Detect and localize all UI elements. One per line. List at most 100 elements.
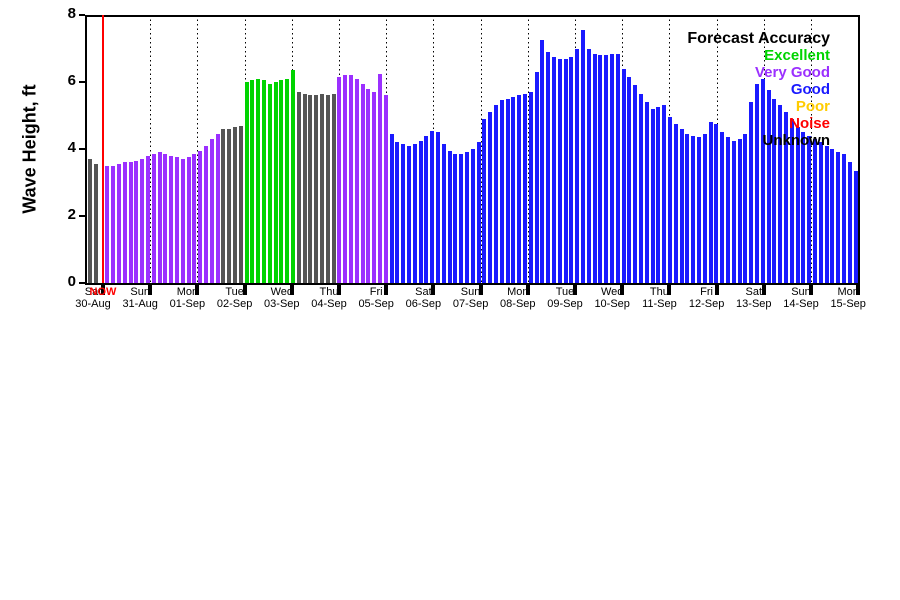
wave-bar <box>163 154 168 283</box>
wave-bar <box>169 155 174 283</box>
grid-line <box>527 15 529 283</box>
wave-bar <box>459 154 464 283</box>
wave-bar <box>673 123 678 283</box>
wave-bar <box>598 55 603 283</box>
x-tick <box>384 285 389 295</box>
wave-bar <box>824 145 829 283</box>
wave-bar <box>192 154 197 283</box>
wave-bar <box>644 102 649 283</box>
x-day-label: Tue <box>555 286 575 298</box>
wave-bar <box>627 76 632 283</box>
axis-line <box>85 283 860 285</box>
wave-bar <box>697 137 701 283</box>
wave-bar <box>325 95 330 283</box>
x-tick <box>242 285 247 295</box>
x-day-label: Thu <box>649 286 669 298</box>
wave-bar <box>563 58 568 283</box>
wave-bar <box>366 88 371 283</box>
x-tick <box>667 285 672 295</box>
grid-line <box>811 15 812 283</box>
wave-bar <box>407 145 411 283</box>
wave-bar <box>453 154 458 283</box>
wave-bar <box>146 155 150 283</box>
x-day-label: Sat <box>745 286 763 298</box>
legend-item-excellent: Excellent <box>764 47 830 64</box>
wave-bar <box>151 154 156 283</box>
wave-bar <box>610 53 614 283</box>
wave-bar <box>308 95 313 283</box>
wave-bar <box>720 132 725 283</box>
x-tick <box>620 285 625 295</box>
wave-bar <box>302 93 307 283</box>
wave-bar <box>383 95 388 283</box>
wave-bar <box>575 48 580 283</box>
axis-line <box>85 15 858 17</box>
wave-bar <box>621 68 626 283</box>
wave-bar <box>337 76 342 283</box>
wave-bar <box>221 128 226 283</box>
wave-bar <box>215 133 220 283</box>
x-date-label: 31-Aug <box>122 298 158 310</box>
x-tick <box>101 285 105 295</box>
wave-bar <box>418 140 423 283</box>
wave-bar <box>447 150 452 283</box>
y-axis-label: Wave Height, ft <box>19 84 40 214</box>
legend-item-very-good: Very Good <box>754 64 830 81</box>
wave-bar <box>314 95 319 283</box>
wave-bar <box>378 73 382 283</box>
wave-bar <box>105 165 110 283</box>
x-day-label: Sun <box>791 286 811 298</box>
wave-bar <box>592 53 597 283</box>
legend-item-noise: Noise <box>789 115 830 132</box>
wave-bar <box>494 105 498 283</box>
wave-bar <box>256 78 261 283</box>
x-date-label: 03-Sep <box>264 298 300 310</box>
wave-bar <box>581 30 585 283</box>
wave-bar <box>760 78 765 283</box>
wave-bar <box>279 80 284 283</box>
wave-bar <box>755 83 759 283</box>
wave-bar <box>540 40 545 283</box>
wave-bar <box>331 93 336 283</box>
legend-title: Forecast Accuracy <box>687 30 830 47</box>
y-tick-label: 4 <box>67 139 76 156</box>
wave-bar <box>766 90 771 283</box>
wave-bar <box>604 55 609 283</box>
wave-bar <box>505 98 510 283</box>
wave-bar <box>233 127 237 283</box>
wave-bar <box>656 107 661 283</box>
y-tick-label: 0 <box>67 273 76 290</box>
x-day-label: Mon <box>176 286 199 298</box>
wave-bar <box>795 127 800 283</box>
wave-bar <box>772 98 777 283</box>
wave-bar <box>349 75 353 283</box>
legend-item-good: Good <box>790 81 830 98</box>
wave-bar <box>552 56 556 283</box>
axis-line <box>858 15 860 285</box>
wave-bar <box>662 105 667 283</box>
wave-bar <box>175 157 179 283</box>
x-date-label: 15-Sep <box>830 298 866 310</box>
legend-item-poor: Poor <box>795 98 830 115</box>
wave-bar <box>789 118 794 283</box>
wave-bar <box>204 145 208 283</box>
wave-bar <box>488 112 493 283</box>
y-tick <box>79 81 85 83</box>
wave-bar <box>842 154 846 283</box>
wave-bar <box>691 135 696 283</box>
wave-bar <box>708 122 713 283</box>
wave-bar <box>737 138 742 283</box>
x-date-label: 14-Sep <box>783 298 819 310</box>
wave-bar <box>128 162 133 283</box>
wave-bar <box>557 58 562 283</box>
x-tick <box>856 285 860 295</box>
wave-bar <box>140 159 145 283</box>
x-date-label: 11-Sep <box>642 298 677 310</box>
x-date-label: 09-Sep <box>547 298 583 310</box>
wave-bar <box>267 83 272 283</box>
x-date-label: 13-Sep <box>736 298 772 310</box>
x-tick <box>431 285 436 295</box>
y-tick-label: 8 <box>67 5 76 22</box>
wave-bar <box>343 75 348 283</box>
x-day-label: Wed <box>270 286 293 298</box>
